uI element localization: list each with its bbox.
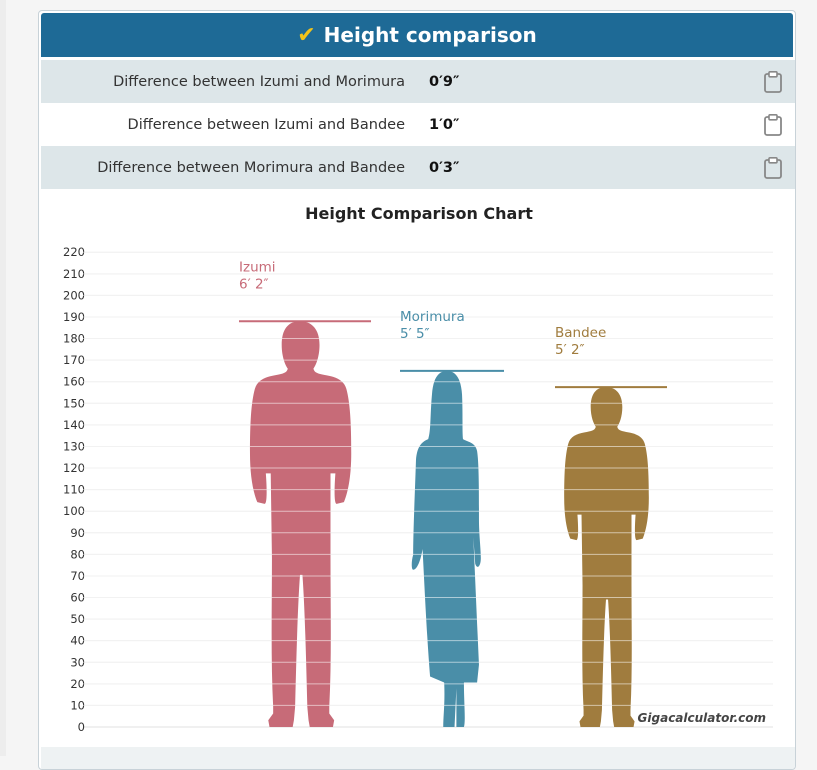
y-tick-label: 100 bbox=[63, 504, 85, 518]
clipboard-icon[interactable] bbox=[763, 157, 783, 179]
difference-value: 0′9″ bbox=[429, 73, 460, 90]
page-left-strip bbox=[0, 0, 6, 756]
height-comparison-chart: Height Comparison Chart 0 10 20 30 40 50 60 70 8… bbox=[63, 204, 773, 734]
card-header: ✔ Height comparison bbox=[41, 13, 793, 57]
difference-row: Difference between Morimura and Bandee 0… bbox=[41, 146, 795, 189]
difference-row: Difference between Izumi and Morimura 0′… bbox=[41, 60, 795, 103]
y-tick-label: 120 bbox=[63, 461, 85, 475]
difference-row: Difference between Izumi and Bandee 1′0″ bbox=[41, 103, 795, 146]
person-figure bbox=[411, 370, 481, 727]
difference-label: Difference between Izumi and Morimura bbox=[113, 73, 405, 90]
person-name-label: Bandee bbox=[555, 325, 606, 341]
difference-value: 1′0″ bbox=[429, 116, 460, 133]
chart-title: Height Comparison Chart bbox=[305, 204, 533, 223]
y-tick-label: 50 bbox=[70, 612, 85, 626]
y-tick-label: 20 bbox=[70, 677, 85, 691]
y-tick-label: 180 bbox=[63, 332, 85, 346]
person-name-label: Morimura bbox=[400, 309, 465, 325]
bandee-silhouette bbox=[564, 387, 649, 727]
y-tick-label: 40 bbox=[70, 634, 85, 648]
card-footer bbox=[41, 747, 795, 769]
y-tick-label: 0 bbox=[78, 720, 85, 734]
y-tick-label: 130 bbox=[63, 439, 85, 453]
y-tick-label: 160 bbox=[63, 375, 85, 389]
y-tick-label: 190 bbox=[63, 310, 85, 324]
person-name-label: Izumi bbox=[239, 259, 276, 275]
height-comparison-card: ✔ Height comparison Difference between I… bbox=[38, 10, 796, 770]
y-tick-label: 10 bbox=[70, 698, 85, 712]
y-tick-label: 30 bbox=[70, 655, 85, 669]
person-figure bbox=[564, 387, 649, 727]
clipboard-icon[interactable] bbox=[763, 114, 783, 136]
person-height-label: 6′ 2″ bbox=[239, 276, 269, 292]
morimura-silhouette bbox=[411, 370, 481, 727]
difference-value: 0′3″ bbox=[429, 159, 460, 176]
y-tick-label: 170 bbox=[63, 353, 85, 367]
y-tick-label: 200 bbox=[63, 288, 85, 302]
person-height-label: 5′ 2″ bbox=[555, 342, 585, 358]
y-tick-label: 220 bbox=[63, 245, 85, 259]
y-tick-label: 70 bbox=[70, 569, 85, 583]
y-tick-label: 210 bbox=[63, 267, 85, 281]
person-figure bbox=[249, 321, 352, 727]
y-tick-label: 80 bbox=[70, 547, 85, 561]
y-tick-label: 150 bbox=[63, 396, 85, 410]
clipboard-icon[interactable] bbox=[763, 71, 783, 93]
person-height-label: 5′ 5″ bbox=[400, 326, 430, 342]
y-tick-label: 110 bbox=[63, 483, 85, 497]
y-tick-label: 90 bbox=[70, 526, 85, 540]
difference-label: Difference between Izumi and Bandee bbox=[127, 116, 405, 133]
y-tick-label: 140 bbox=[63, 418, 85, 432]
watermark: Gigacalculator.com bbox=[638, 711, 766, 725]
check-icon: ✔ bbox=[297, 22, 316, 48]
izumi-silhouette bbox=[249, 321, 352, 727]
card-title: Height comparison bbox=[323, 23, 537, 47]
difference-label: Difference between Morimura and Bandee bbox=[97, 159, 405, 176]
y-tick-label: 60 bbox=[70, 591, 85, 605]
